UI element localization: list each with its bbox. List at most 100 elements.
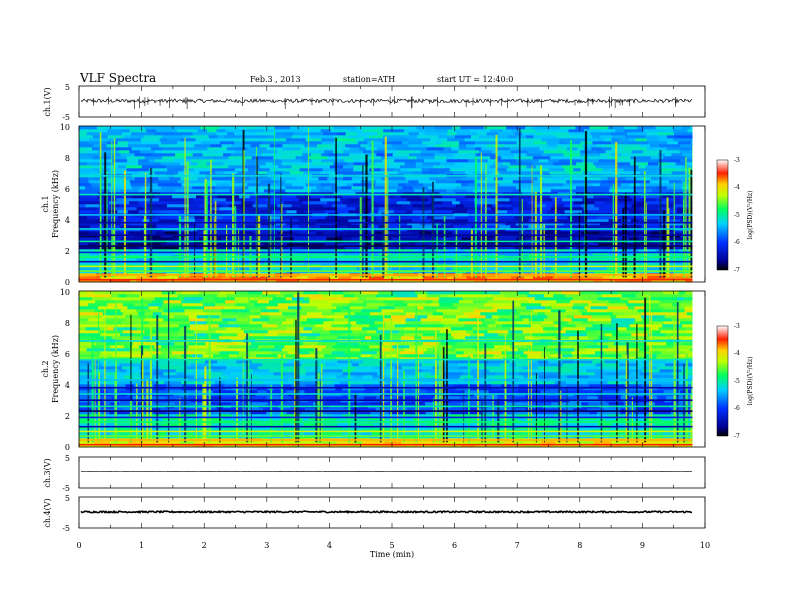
spectrogram-cell (474, 204, 485, 208)
spectrogram-band-line (79, 260, 693, 263)
spectrogram-cell (388, 258, 413, 262)
spectrogram-cell (547, 210, 556, 214)
spectrogram-streak (676, 302, 679, 443)
spectrogram-cell (373, 423, 385, 427)
spectrogram-cell (328, 153, 338, 157)
spectrogram-cell (484, 216, 492, 220)
spectrogram-cell (654, 261, 671, 265)
spectrogram-cell (575, 342, 598, 346)
spectrogram-cell (413, 402, 426, 406)
spectrogram-cell (439, 330, 459, 334)
spectrogram-cell (691, 369, 693, 373)
spectrogram-cell (541, 219, 549, 223)
spectrogram-cell (169, 201, 184, 205)
spectrogram-cell (79, 186, 86, 190)
spectrogram-cell (522, 318, 530, 322)
spectrogram-streak (651, 315, 653, 443)
spectrogram-cell (245, 336, 264, 340)
spectrogram-cell (79, 342, 96, 346)
ch2-cbar-tick: -6 (734, 405, 740, 412)
spectrogram-cell (139, 408, 152, 412)
spectrogram-band-line (79, 256, 693, 258)
spectrogram-cell (446, 408, 467, 412)
spectrogram-cell (433, 204, 457, 208)
spectrogram-cell (566, 180, 584, 184)
spectrogram-cell (125, 165, 143, 169)
spectrogram-cell (665, 360, 678, 364)
spectrogram-cell (317, 342, 337, 346)
spectrogram-cell (198, 204, 206, 208)
spectrogram-cell (132, 390, 145, 394)
spectrogram-cell (285, 354, 296, 358)
spectrogram-cell (240, 402, 250, 406)
spectrogram-cell (552, 444, 575, 448)
spectrogram-cell (315, 237, 327, 241)
spectrogram-cell (348, 135, 359, 139)
spectrogram-cell (349, 348, 361, 352)
spectrogram-cell (356, 132, 378, 136)
spectrogram-cell (79, 366, 93, 370)
spectrogram-cell (539, 147, 557, 151)
spectrogram-streak (521, 199, 523, 278)
spectrogram-cell (576, 246, 592, 250)
spectrogram-cell (555, 210, 565, 214)
spectrogram-cell (313, 318, 328, 322)
spectrogram-cell (340, 156, 359, 160)
spectrogram-cell (616, 258, 640, 262)
spectrogram-cell (417, 366, 434, 370)
spectrogram-cell (301, 300, 310, 304)
spectrogram-cell (104, 171, 112, 175)
spectrogram-cell (309, 267, 322, 271)
spectrogram-cell (396, 396, 419, 400)
spectrogram-cell (430, 303, 440, 307)
spectrogram-cell (348, 384, 365, 388)
spectrogram-cell (416, 156, 436, 160)
spectrogram-cell (655, 126, 673, 130)
spectrogram-cell (192, 153, 203, 157)
spectrogram-cell (129, 348, 149, 352)
spectrogram-cell (159, 375, 183, 379)
spectrogram-cell (564, 144, 572, 148)
spectrogram-cell (199, 171, 216, 175)
spectrogram-cell (282, 144, 305, 148)
spectrogram-cell (361, 351, 378, 355)
spectrogram-cell (474, 252, 491, 256)
spectrogram-cell (251, 156, 274, 160)
spectrogram-cell (296, 276, 309, 280)
spectrogram-streak (280, 353, 284, 443)
spectrogram-cell (602, 387, 620, 391)
spectrogram-cell (194, 351, 207, 355)
spectrogram-cell (139, 294, 159, 298)
spectrogram-cell (406, 210, 413, 214)
spectrogram-cell (101, 315, 126, 319)
spectrogram-cell (362, 441, 385, 445)
spectrogram-cell (458, 300, 474, 304)
spectrogram-cell (87, 216, 101, 220)
spectrogram-cell (504, 294, 528, 298)
spectrogram-cell (602, 327, 618, 331)
spectrogram-cell (301, 159, 313, 163)
spectrogram-cell (217, 210, 227, 214)
spectrogram-cell (79, 279, 102, 283)
spectrogram-cell (497, 396, 520, 400)
spectrogram-cell (131, 375, 141, 379)
spectrogram-cell (522, 132, 536, 136)
spectrogram-cell (508, 165, 527, 169)
spectrogram-cell (507, 261, 520, 265)
spectrogram-cell (395, 342, 415, 346)
spectrogram-cell (79, 396, 101, 400)
spectrogram-cell (666, 210, 678, 214)
spectrogram-cell (113, 327, 137, 331)
spectrogram-cell (627, 132, 648, 136)
spectrogram-cell (471, 135, 480, 139)
spectrogram-cell (453, 252, 475, 256)
spectrogram-cell (317, 144, 331, 148)
spectrogram-cell (266, 306, 289, 310)
spectrogram-cell (516, 237, 526, 241)
spectrogram-cell (593, 195, 611, 199)
spectrogram-cell (395, 219, 413, 223)
spectrogram-cell (434, 432, 448, 436)
spectrogram-cell (237, 159, 246, 163)
spectrogram-cell (79, 177, 89, 181)
spectrogram-cell (460, 426, 471, 430)
